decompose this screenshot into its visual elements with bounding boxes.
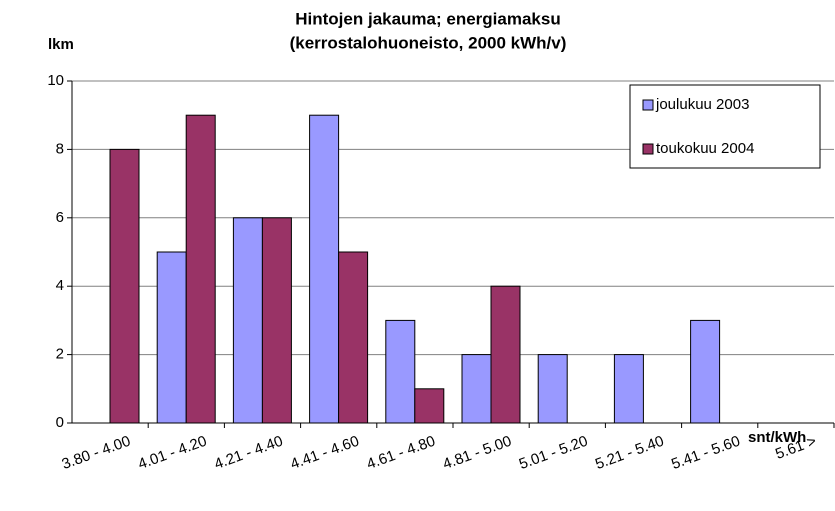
x-tick-label: 4.61 - 4.80 <box>364 433 437 474</box>
x-tick-label: 3.80 - 4.00 <box>60 433 133 474</box>
bar <box>338 251 369 424</box>
bar <box>109 148 140 424</box>
legend-swatch <box>642 143 654 155</box>
bar <box>613 354 644 424</box>
bar <box>414 388 445 424</box>
x-tick-label: 5.01 - 5.20 <box>517 433 590 474</box>
bar <box>690 319 721 424</box>
x-tick-label: 5.41 - 5.60 <box>669 433 742 474</box>
bar <box>156 251 187 424</box>
bar <box>537 354 568 424</box>
y-tick-label: 2 <box>56 346 64 363</box>
chart-subtitle: (kerrostalohuoneisto, 2000 kWh/v) <box>290 33 567 52</box>
x-tick-label: 5.21 - 5.40 <box>593 433 666 474</box>
x-axis-label: snt/kWh <box>748 429 806 446</box>
bar <box>385 319 416 424</box>
x-tick-label: 4.81 - 5.00 <box>441 433 514 474</box>
y-tick-label: 4 <box>56 277 64 294</box>
y-tick-label: 0 <box>56 414 64 431</box>
legend-label: joulukuu 2003 <box>655 96 749 113</box>
chart-title: Hintojen jakauma; energiamaksu <box>295 9 560 28</box>
x-tick-label: 4.21 - 4.40 <box>212 433 285 474</box>
legend-label: toukokuu 2004 <box>656 140 754 157</box>
bar <box>309 114 340 424</box>
y-tick-label: 8 <box>56 140 64 157</box>
y-tick-label: 10 <box>47 72 64 89</box>
bar <box>185 114 216 424</box>
bar <box>490 285 521 424</box>
bar <box>261 217 292 424</box>
y-tick-label: 6 <box>56 209 64 226</box>
y-axis-label: lkm <box>48 36 74 53</box>
bar <box>461 354 492 424</box>
legend-swatch <box>642 99 654 111</box>
x-tick-label: 4.01 - 4.20 <box>136 433 209 474</box>
legend-box <box>629 84 821 169</box>
bar <box>232 217 263 424</box>
x-tick-label: 4.41 - 4.60 <box>288 433 361 474</box>
